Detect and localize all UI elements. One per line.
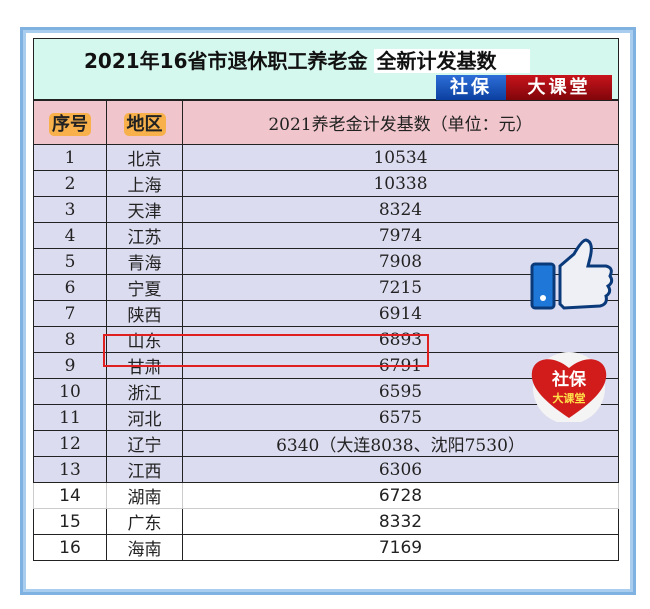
row-index: 13 (33, 456, 107, 483)
row-base: 7974 (182, 222, 619, 249)
pension-table: 序号 地区 2021养老金计发基数（单位：元） 1 北京 10534 2 上海 10338… (33, 100, 619, 561)
row-region: 宁夏 (106, 274, 183, 301)
row-index: 3 (33, 196, 107, 223)
row-index: 1 (33, 144, 107, 171)
row-index: 14 (33, 482, 107, 509)
table-row: 15 广东 8332 (33, 508, 619, 535)
sticker-top-text: 社保 (551, 369, 587, 390)
table-row: 13 江西 6306 (33, 456, 619, 483)
row-region: 海南 (106, 534, 183, 561)
row-index: 6 (33, 274, 107, 301)
row-base: 7169 (182, 534, 619, 561)
title-highlight: 全新计发基数 (374, 49, 531, 73)
row-index: 10 (33, 378, 107, 405)
row-region: 浙江 (106, 378, 183, 405)
header-base: 2021养老金计发基数（单位：元） (182, 100, 619, 145)
table-row: 16 海南 7169 (33, 534, 619, 561)
row-base: 8332 (182, 508, 619, 535)
row-region: 江西 (106, 456, 183, 483)
row-region: 湖南 (106, 482, 183, 509)
brand-badge-right: 大课堂 (506, 75, 612, 101)
table-row: 8 山东 6893 (33, 326, 619, 353)
highlight-box (103, 334, 429, 367)
table-header: 序号 地区 2021养老金计发基数（单位：元） (33, 100, 619, 145)
row-index: 5 (33, 248, 107, 275)
row-index: 9 (33, 352, 107, 379)
row-index: 7 (33, 300, 107, 327)
table-row: 12 辽宁 6340（大连8038、沈阳7530） (33, 430, 619, 457)
row-base: 6893 (182, 326, 619, 353)
brand-badge-left: 社保 (436, 75, 506, 101)
row-base: 10534 (182, 144, 619, 171)
row-index: 4 (33, 222, 107, 249)
row-region: 辽宁 (106, 430, 183, 457)
title-main: 2021年16省市退休职工养老金 (84, 49, 368, 73)
header-region: 地区 (106, 100, 183, 145)
page-title: 2021年16省市退休职工养老金 全新计发基数 (84, 45, 531, 74)
row-base: 6306 (182, 456, 619, 483)
table-row: 3 天津 8324 (33, 196, 619, 223)
row-index: 8 (33, 326, 107, 353)
row-index: 2 (33, 170, 107, 197)
row-index: 12 (33, 430, 107, 457)
row-base: 8324 (182, 196, 619, 223)
row-region: 山东 (106, 326, 183, 353)
row-index: 16 (33, 534, 107, 561)
row-index: 15 (33, 508, 107, 535)
table-row: 4 江苏 7974 (33, 222, 619, 249)
row-region: 北京 (106, 144, 183, 171)
table-row: 1 北京 10534 (33, 144, 619, 171)
table-row: 2 上海 10338 (33, 170, 619, 197)
sticker-bottom-text: 大课堂 (553, 391, 586, 405)
row-region: 上海 (106, 170, 183, 197)
row-base: 6728 (182, 482, 619, 509)
row-base: 10338 (182, 170, 619, 197)
row-base: 6340（大连8038、沈阳7530） (182, 430, 619, 457)
heart-icon: 社保 大课堂 (531, 352, 607, 422)
table-row: 14 湖南 6728 (33, 482, 619, 509)
thumbs-up-icon (530, 238, 614, 310)
row-index: 11 (33, 404, 107, 431)
row-region: 广东 (106, 508, 183, 535)
title-band: 2021年16省市退休职工养老金 全新计发基数 (33, 38, 619, 100)
row-region: 江苏 (106, 222, 183, 249)
header-index: 序号 (33, 100, 107, 145)
row-region: 天津 (106, 196, 183, 223)
row-region: 青海 (106, 248, 183, 275)
row-region: 河北 (106, 404, 183, 431)
row-region: 陕西 (106, 300, 183, 327)
